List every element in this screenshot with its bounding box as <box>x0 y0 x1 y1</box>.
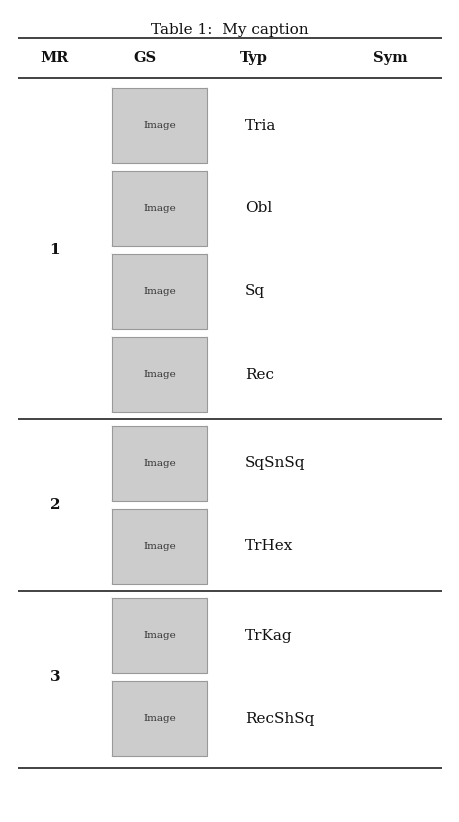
Text: RecShSq: RecShSq <box>245 712 313 726</box>
Text: 1: 1 <box>50 243 60 257</box>
Text: TrHex: TrHex <box>245 539 293 553</box>
Text: Obl: Obl <box>245 201 272 215</box>
Text: GS: GS <box>133 51 156 65</box>
Bar <box>112 681 207 756</box>
Bar <box>112 254 207 329</box>
Text: Image: Image <box>143 287 175 296</box>
Bar <box>112 426 207 501</box>
Text: Image: Image <box>143 714 175 723</box>
Text: TrKag: TrKag <box>245 629 292 643</box>
Text: Typ: Typ <box>240 51 267 65</box>
Text: Image: Image <box>143 459 175 468</box>
Text: Image: Image <box>143 121 175 130</box>
Bar <box>112 337 207 412</box>
Text: SqSnSq: SqSnSq <box>245 456 305 470</box>
Text: Image: Image <box>143 631 175 640</box>
Text: 3: 3 <box>50 670 60 684</box>
Text: Table 1:  My caption: Table 1: My caption <box>151 23 308 37</box>
Text: Tria: Tria <box>245 118 276 132</box>
Text: Image: Image <box>143 542 175 551</box>
Text: Rec: Rec <box>245 367 274 381</box>
Bar <box>112 171 207 246</box>
Bar <box>112 88 207 163</box>
Bar <box>112 509 207 584</box>
Text: 2: 2 <box>50 498 60 512</box>
Text: MR: MR <box>41 51 69 65</box>
Text: Sq: Sq <box>245 284 264 298</box>
Bar <box>112 598 207 673</box>
Text: Sym: Sym <box>372 51 406 65</box>
Text: Image: Image <box>143 204 175 213</box>
Text: Image: Image <box>143 370 175 379</box>
